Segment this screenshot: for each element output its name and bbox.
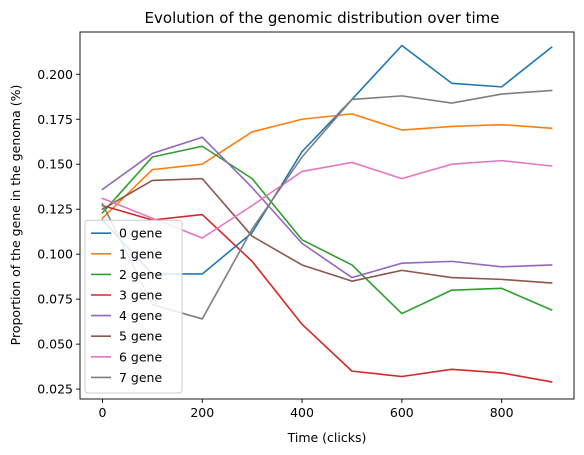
x-tick-label: 0: [98, 405, 106, 420]
x-tick-label: 200: [190, 405, 214, 420]
x-tick-label: 800: [490, 405, 514, 420]
x-axis: 0 200 400 600 800: [98, 399, 514, 420]
legend-label: 6 gene: [119, 349, 162, 364]
y-tick-label: 0.175: [37, 112, 73, 127]
series-line-5: [101, 177, 553, 284]
legend-label: 1 gene: [119, 246, 162, 261]
legend-label: 4 gene: [119, 308, 162, 323]
y-tick-label: 0.200: [37, 67, 73, 82]
y-tick-label: 0.050: [37, 337, 73, 352]
legend-label: 2 gene: [119, 267, 162, 282]
y-tick-label: 0.025: [37, 382, 73, 397]
y-tick-label: 0.100: [37, 247, 73, 262]
legend-box: [84, 219, 183, 394]
y-tick-label: 0.075: [37, 292, 73, 307]
series-line-3: [101, 204, 553, 383]
series-line-1: [101, 113, 553, 220]
series-line-4: [101, 136, 553, 279]
y-tick-label: 0.125: [37, 202, 73, 217]
x-tick-label: 400: [290, 405, 314, 420]
y-tick-label: 0.150: [37, 157, 73, 172]
legend-label: 7 gene: [119, 370, 162, 385]
series-line-2: [101, 145, 553, 315]
chart-title: Evolution of the genomic distribution ov…: [145, 9, 500, 27]
x-tick-label: 600: [390, 405, 414, 420]
x-axis-label: Time (clicks): [287, 430, 367, 445]
y-axis: 0.025 0.050 0.075 0.100 0.125 0.150 0.175 0.200: [37, 67, 80, 397]
legend-label: 3 gene: [119, 288, 162, 303]
legend: 0 gene 1 gene 2 gene 3 gene 4 gene 5 gene 6 ge…: [84, 219, 183, 394]
plot-frame: [79, 31, 575, 400]
legend-label: 0 gene: [119, 226, 162, 241]
y-axis-label: Proportion of the gene in the genoma (%): [8, 85, 23, 346]
legend-label: 5 gene: [119, 329, 162, 344]
